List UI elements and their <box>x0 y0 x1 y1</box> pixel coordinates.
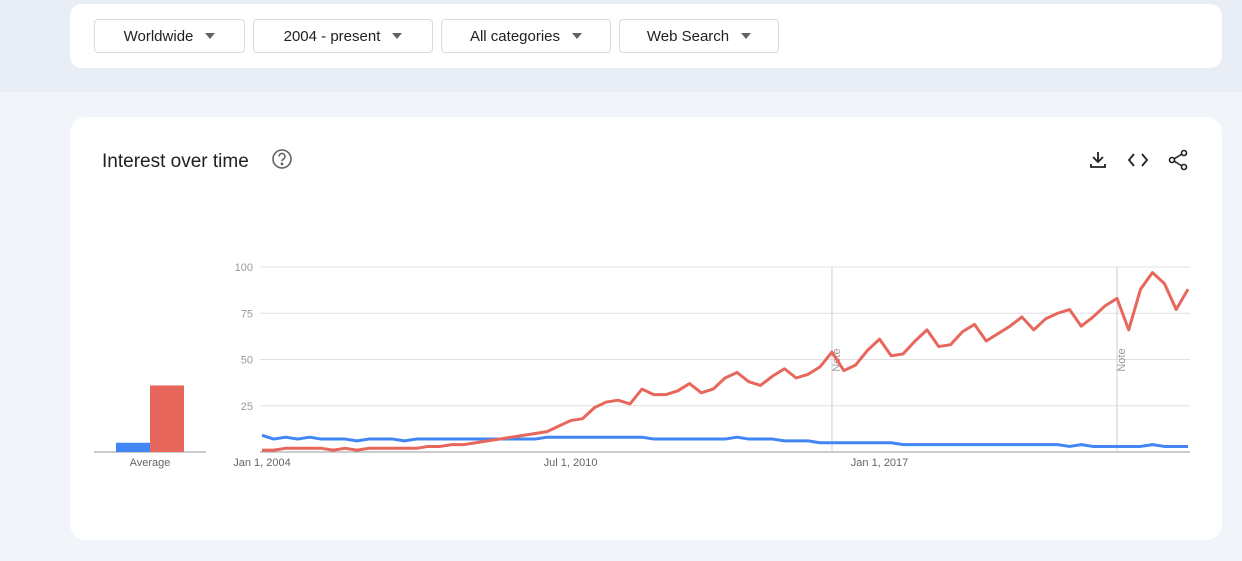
x-tick-label: Jul 1, 2010 <box>544 457 598 469</box>
embed-icon[interactable] <box>1127 153 1149 167</box>
y-tick-label: 25 <box>241 401 253 413</box>
card-title: Interest over time <box>102 151 249 172</box>
filter-bar <box>70 4 1222 68</box>
y-tick-label: 75 <box>241 308 253 320</box>
share-icon[interactable] <box>1168 149 1188 171</box>
x-tick-label: Jan 1, 2017 <box>851 457 909 469</box>
y-tick-label: 100 <box>235 262 253 274</box>
y-tick-label: 50 <box>241 355 253 367</box>
average-bar <box>116 442 150 452</box>
card <box>70 117 1222 540</box>
filter[interactable]: 2004 - present <box>253 19 433 53</box>
download-icon[interactable] <box>1090 152 1106 168</box>
filter[interactable]: Worldwide <box>94 19 245 53</box>
filter[interactable]: Web Search <box>619 19 779 53</box>
average-bar <box>150 385 184 452</box>
note-label: Note <box>1116 348 1128 371</box>
filter-label: Web Search <box>646 27 730 45</box>
x-tick-label: Jan 1, 2004 <box>233 457 291 469</box>
series-line <box>261 433 1188 448</box>
filter-label: Worldwide <box>123 27 194 45</box>
series-line <box>262 271 1190 452</box>
filter-label: 2004 - present <box>283 27 381 45</box>
filter[interactable]: All categories <box>441 19 611 53</box>
average-label: Average <box>130 457 171 469</box>
filter-label: All categories <box>469 27 561 45</box>
help-icon[interactable] <box>272 149 292 169</box>
